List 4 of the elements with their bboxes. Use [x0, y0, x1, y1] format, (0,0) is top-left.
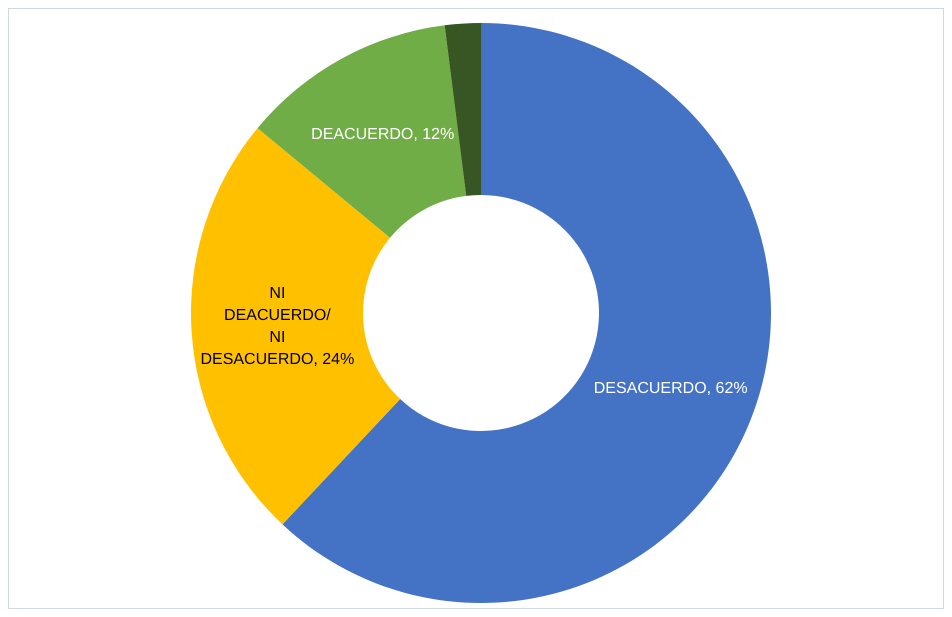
slice-label: DEACUERDO, 12% — [311, 126, 454, 143]
donut-slice — [258, 25, 466, 238]
slice-label: DESACUERDO, 62% — [594, 380, 748, 397]
slice-label: NI DEACUERDO/ NI DESACUERDO, 24% — [200, 284, 354, 368]
